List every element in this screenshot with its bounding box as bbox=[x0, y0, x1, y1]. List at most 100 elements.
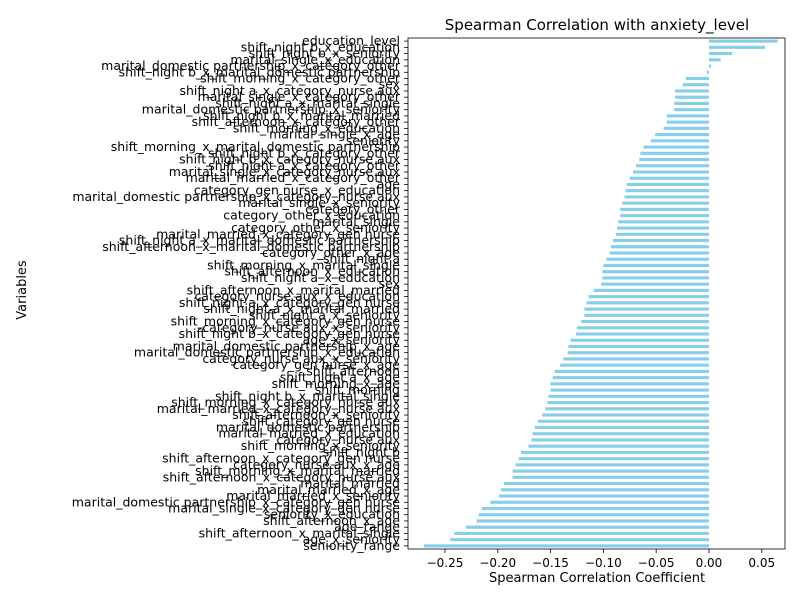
bar bbox=[478, 513, 709, 517]
bar bbox=[454, 531, 709, 535]
y-axis-title: Variables bbox=[15, 260, 30, 320]
y-tick-label: shift_afternoon_x_category_gen nurse bbox=[162, 451, 400, 466]
bar bbox=[537, 419, 709, 423]
y-tick-label: shift_night a_x_education bbox=[241, 270, 400, 285]
bar bbox=[576, 326, 709, 330]
bar bbox=[586, 301, 709, 305]
bar bbox=[675, 89, 709, 93]
y-tick-label: shift_night b_x_category_gen nurse bbox=[179, 326, 401, 341]
bar bbox=[625, 189, 709, 193]
bar bbox=[602, 276, 709, 280]
y-tick-label: shift_night a bbox=[323, 251, 400, 266]
bar bbox=[500, 488, 709, 492]
bar bbox=[534, 425, 709, 430]
bar bbox=[602, 270, 709, 274]
bar bbox=[528, 444, 709, 448]
bar bbox=[663, 126, 709, 130]
y-tick-label: marital_domestic partnership_x_category_… bbox=[72, 494, 401, 509]
y-tick-label: shift_night b_x_seniority bbox=[249, 46, 401, 61]
y-tick-label: marital_single_x_education bbox=[230, 52, 400, 67]
y-tick-label: shift_night a_x_category_gen nurse bbox=[179, 295, 400, 310]
bar bbox=[567, 351, 709, 355]
y-tick-label: category_nurse aux bbox=[276, 432, 400, 447]
bar bbox=[617, 226, 709, 230]
bar bbox=[568, 344, 709, 349]
y-tick-label: sex bbox=[379, 276, 400, 291]
chart-title: Spearman Correlation with anxiety_level bbox=[445, 16, 749, 35]
bar bbox=[593, 288, 709, 292]
bar bbox=[570, 338, 709, 342]
y-tick-label: shift_afternoon_x_education bbox=[224, 264, 400, 279]
bar bbox=[450, 538, 709, 542]
y-tick-label: category_gen nurse_x_age bbox=[233, 357, 401, 372]
bar bbox=[466, 525, 709, 529]
x-tick-label: −0.20 bbox=[479, 556, 516, 570]
y-tick-label: shift_night b_x_category_other bbox=[208, 145, 401, 160]
bar bbox=[584, 313, 709, 317]
y-tick-label: shift_afternoon_x_marital_domestic partn… bbox=[102, 239, 400, 254]
bar bbox=[610, 245, 709, 249]
y-tick-label: shift_morning_x_age bbox=[272, 376, 401, 391]
bar bbox=[675, 95, 709, 99]
y-tick-label: shift_night a_x_marital_single bbox=[215, 95, 400, 110]
y-tick-label: shift_category_gen nurse bbox=[243, 413, 401, 428]
bar bbox=[601, 282, 709, 286]
y-tick-label: shift_afternoon bbox=[306, 363, 400, 378]
y-tick-label: marital_married_x_education bbox=[218, 426, 400, 441]
bar bbox=[624, 195, 709, 199]
y-tick-label: shift_night a_x_category_other bbox=[208, 158, 401, 173]
bar bbox=[504, 482, 709, 486]
bar bbox=[650, 139, 709, 143]
x-tick-label: −0.15 bbox=[532, 556, 569, 570]
y-tick-label: category_nurse aux_x_age bbox=[233, 457, 400, 472]
y-tick-label: shift_morning_x_marital_domestic partner… bbox=[111, 139, 400, 154]
y-tick-label: shift_night b_x_category_nurse aux bbox=[179, 152, 400, 167]
y-tick-label: sex bbox=[379, 77, 400, 92]
bar bbox=[498, 494, 709, 498]
y-tick-label: marital_single_x_category_other bbox=[198, 89, 401, 104]
bar bbox=[542, 413, 709, 417]
y-tick-label: shift_morning_x_category_gen nurse bbox=[171, 314, 401, 329]
bar bbox=[609, 251, 709, 255]
y-tick-label: education_level bbox=[302, 33, 400, 48]
y-tick-label: shift_night a_x_age bbox=[280, 370, 401, 385]
x-tick-label: −0.05 bbox=[638, 556, 675, 570]
plot-border bbox=[407, 37, 786, 550]
x-tick-label: −0.25 bbox=[427, 556, 464, 570]
y-tick-label: age bbox=[377, 176, 401, 191]
bar bbox=[512, 475, 709, 479]
y-tick-label: shift_afternoon_x_age bbox=[263, 513, 400, 528]
y-tick-label: shift_morning_x_seniority bbox=[241, 438, 401, 453]
bar bbox=[490, 500, 709, 504]
bar bbox=[575, 332, 709, 336]
y-tick-label: marital_single_x_category_nurse aux bbox=[169, 164, 400, 179]
y-tick-label: category_nurse aux_x_seniority bbox=[202, 351, 400, 366]
bar bbox=[545, 407, 709, 411]
bar bbox=[548, 394, 709, 398]
y-tick-label: seniority bbox=[346, 133, 401, 148]
y-tick-label: shift_night a_x_marital_domestic partner… bbox=[119, 233, 400, 248]
y-tick-label: category_gen nurse_x_education bbox=[194, 183, 400, 198]
bar bbox=[552, 376, 709, 380]
bar bbox=[616, 232, 709, 236]
bar bbox=[531, 438, 709, 442]
y-tick-label: age_x_seniority bbox=[303, 532, 401, 547]
y-tick-label: shift_night b_x_marital_single bbox=[215, 388, 400, 403]
x-tick-label: 0.00 bbox=[696, 556, 723, 570]
bar bbox=[476, 519, 709, 523]
y-tick-label: shift_night a_x_seniority bbox=[249, 307, 401, 322]
y-tick-label: age_range bbox=[334, 519, 400, 534]
bar bbox=[620, 207, 709, 211]
bar bbox=[532, 432, 709, 436]
y-tick-label: marital_married_x_category_nurse aux bbox=[157, 401, 400, 416]
y-tick-label: shift_morning bbox=[315, 382, 400, 397]
bar bbox=[643, 145, 709, 149]
bar bbox=[622, 201, 709, 205]
y-tick-label: shift_night b_x_marital_married bbox=[203, 108, 400, 123]
y-tick-label: marital_single bbox=[312, 214, 400, 229]
bar bbox=[708, 45, 765, 49]
y-tick-label: age_x_seniority bbox=[303, 332, 401, 347]
bar bbox=[674, 108, 709, 112]
y-tick-label: category_other_x_age bbox=[262, 245, 400, 260]
